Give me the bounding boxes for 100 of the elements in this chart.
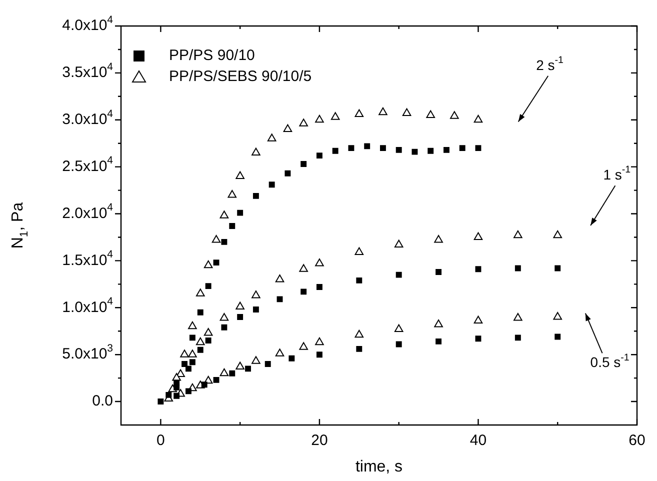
point xyxy=(394,240,404,248)
point xyxy=(252,192,259,199)
point xyxy=(275,274,284,282)
point xyxy=(315,114,324,123)
point xyxy=(252,148,260,156)
point xyxy=(514,265,521,272)
point xyxy=(229,370,236,376)
point xyxy=(252,356,260,364)
point xyxy=(182,361,188,367)
point xyxy=(284,170,291,176)
point xyxy=(205,283,212,290)
point xyxy=(436,268,442,275)
point xyxy=(212,235,221,243)
point xyxy=(434,320,443,328)
point xyxy=(158,398,164,405)
point xyxy=(221,324,228,330)
point xyxy=(237,210,244,216)
point xyxy=(459,145,466,152)
point xyxy=(220,210,229,218)
point xyxy=(316,152,322,159)
point xyxy=(288,355,295,362)
point xyxy=(315,337,324,346)
point xyxy=(275,348,284,356)
point xyxy=(428,148,434,154)
point xyxy=(221,238,228,245)
point xyxy=(236,302,244,310)
legend-label: PP/PS 90/10 xyxy=(169,47,255,64)
point xyxy=(201,382,208,388)
point xyxy=(396,146,402,153)
point xyxy=(228,190,237,198)
point xyxy=(229,222,236,229)
x-axis-title: time, s xyxy=(355,458,403,476)
point xyxy=(197,309,204,316)
point xyxy=(315,258,324,266)
point xyxy=(553,312,562,320)
point xyxy=(186,388,192,394)
point xyxy=(188,321,197,330)
point xyxy=(236,362,244,370)
point xyxy=(475,336,482,342)
x-tick-label: 40 xyxy=(470,432,487,450)
point xyxy=(267,134,276,142)
point xyxy=(348,145,354,152)
point xyxy=(394,324,404,332)
point xyxy=(474,232,483,240)
point xyxy=(332,148,338,154)
point xyxy=(354,109,364,117)
legend-label: PP/PS/SEBS 90/10/5 xyxy=(169,68,312,86)
point xyxy=(196,337,205,346)
point xyxy=(189,334,196,341)
point xyxy=(172,373,181,381)
point xyxy=(204,260,213,268)
point xyxy=(412,148,418,155)
point xyxy=(356,346,362,352)
point xyxy=(236,171,244,179)
point xyxy=(434,235,443,243)
point xyxy=(450,111,459,119)
point xyxy=(299,118,308,126)
point xyxy=(264,361,271,367)
point xyxy=(514,312,522,321)
point xyxy=(474,114,483,123)
point xyxy=(197,346,204,353)
point xyxy=(166,392,172,398)
point xyxy=(220,312,229,321)
point xyxy=(252,306,259,312)
point xyxy=(180,350,189,358)
point xyxy=(299,264,308,272)
point xyxy=(380,145,386,152)
point xyxy=(378,107,388,116)
point xyxy=(514,334,521,341)
point xyxy=(475,266,482,272)
point xyxy=(354,247,364,256)
point xyxy=(220,368,229,376)
x-tick-label: 0 xyxy=(156,432,165,450)
point xyxy=(213,376,220,383)
point xyxy=(300,161,307,167)
point xyxy=(316,352,322,358)
point xyxy=(186,366,192,372)
point xyxy=(436,338,442,344)
point xyxy=(174,380,180,386)
point xyxy=(237,314,244,320)
point xyxy=(356,277,362,284)
point xyxy=(174,392,180,399)
point xyxy=(213,260,220,266)
point xyxy=(396,341,402,348)
point xyxy=(299,342,308,350)
point xyxy=(553,230,562,238)
point xyxy=(396,272,402,278)
point xyxy=(283,124,292,132)
point xyxy=(245,366,251,372)
point xyxy=(554,334,561,340)
point xyxy=(276,296,283,302)
y-axis-title: N1, Pa xyxy=(9,202,30,249)
point xyxy=(316,284,322,290)
point xyxy=(189,359,196,366)
point xyxy=(300,288,307,295)
x-tick-label: 20 xyxy=(311,432,328,450)
point xyxy=(354,330,364,338)
point xyxy=(188,350,197,358)
point xyxy=(196,288,205,296)
point xyxy=(205,338,212,344)
